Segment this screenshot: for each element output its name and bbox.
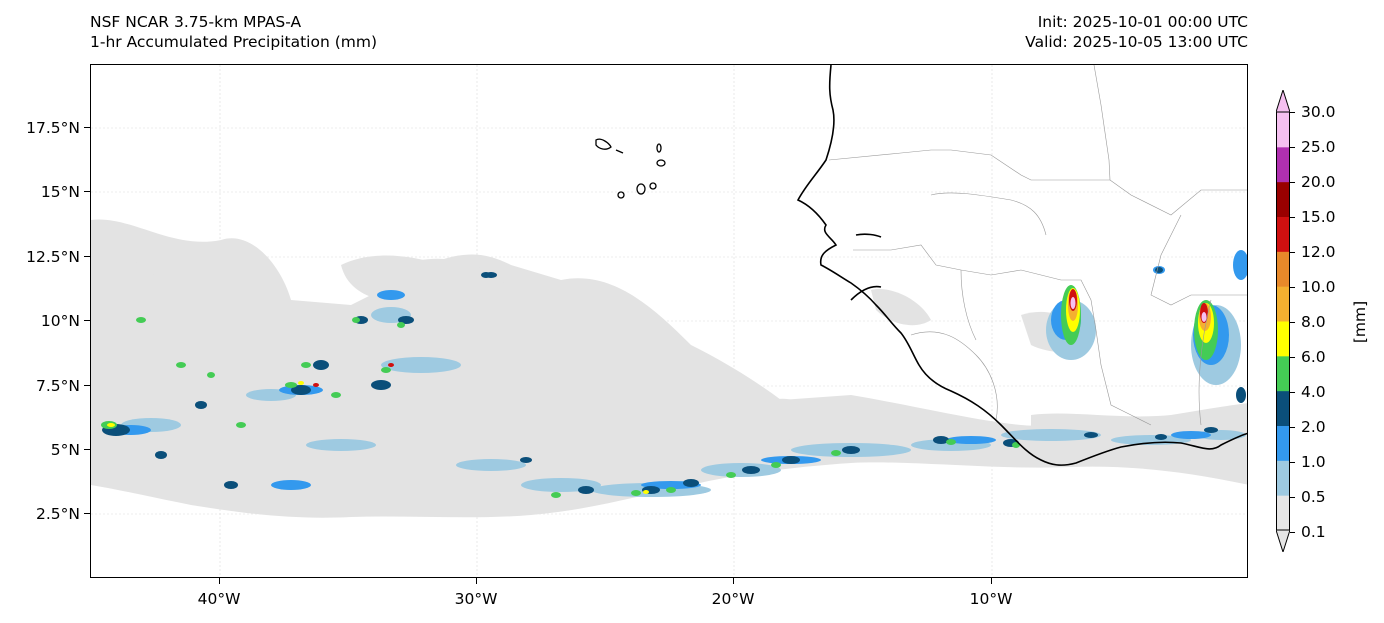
lat-tick-mark [84, 256, 90, 258]
colorbar-tick-mark [1290, 182, 1295, 184]
colorbar-level-label: 8.0 [1301, 313, 1326, 331]
colorbar-level-label: 10.0 [1301, 278, 1336, 296]
valid-time: Valid: 2025-10-05 13:00 UTC [1025, 33, 1248, 51]
colorbar-max-arrow [1276, 90, 1290, 113]
lon-tick-mark [991, 578, 993, 584]
lat-tick-mark [84, 449, 90, 451]
colorbar-units: [mm] [1351, 300, 1369, 344]
colorbar-swatch [1276, 460, 1290, 496]
lat-tick-label: 17.5°N [26, 119, 80, 137]
colorbar-level-label: 25.0 [1301, 138, 1336, 156]
colorbar-level-label: 2.0 [1301, 418, 1326, 436]
colorbar-level-label: 12.0 [1301, 243, 1336, 261]
convective-cells [101, 267, 1246, 498]
lon-tick-label: 30°W [454, 590, 498, 608]
colorbar-swatch [1276, 251, 1290, 287]
colorbar-level-label: 20.0 [1301, 173, 1336, 191]
lat-tick-mark [84, 385, 90, 387]
colorbar-min-arrow [1276, 529, 1290, 552]
colorbar [1276, 90, 1290, 552]
lat-tick-label: 7.5°N [36, 377, 80, 395]
colorbar-swatch [1276, 390, 1290, 426]
colorbar-tick-mark [1290, 392, 1295, 394]
colorbar-swatch [1276, 146, 1290, 183]
colorbar-swatch [1276, 321, 1290, 357]
colorbar-tick-mark [1290, 322, 1295, 324]
lat-tick-label: 2.5°N [36, 505, 80, 523]
colorbar-swatch [1276, 286, 1290, 322]
lon-tick-label: 40°W [197, 590, 241, 608]
lon-tick-mark [733, 578, 735, 584]
colorbar-level-label: 1.0 [1301, 453, 1326, 471]
colorbar-level-label: 0.1 [1301, 523, 1326, 541]
colorbar-tick-mark [1290, 112, 1295, 114]
light-precip-field [91, 219, 1247, 518]
time-info-block: Init: 2025-10-01 00:00 UTC Valid: 2025-1… [1025, 12, 1248, 52]
lat-tick-label: 12.5°N [26, 248, 80, 266]
colorbar-swatch [1276, 112, 1290, 148]
coastline [796, 65, 1247, 466]
colorbar-tick-mark [1290, 357, 1295, 359]
colorbar-tick-mark [1290, 462, 1295, 464]
lat-tick-mark [84, 191, 90, 193]
colorbar-tick-mark [1290, 252, 1295, 254]
colorbar-level-label: 15.0 [1301, 208, 1336, 226]
colorbar-tick-mark [1290, 532, 1295, 534]
lon-tick-label: 10°W [969, 590, 1013, 608]
country-borders [828, 65, 1247, 426]
colorbar-swatch [1276, 216, 1290, 252]
colorbar-swatch [1276, 425, 1290, 461]
colorbar-tick-mark [1290, 217, 1295, 219]
colorbar-tick-mark [1290, 147, 1295, 149]
lat-tick-label: 15°N [40, 183, 80, 201]
lon-tick-mark [476, 578, 478, 584]
lat-tick-mark [84, 127, 90, 129]
lon-tick-label: 20°W [711, 590, 755, 608]
field-title: 1-hr Accumulated Precipitation (mm) [90, 33, 377, 51]
model-title: NSF NCAR 3.75-km MPAS-A [90, 13, 302, 31]
lat-tick-label: 5°N [50, 441, 80, 459]
colorbar-swatch [1276, 181, 1290, 217]
colorbar-level-label: 30.0 [1301, 103, 1336, 121]
colorbar-tick-mark [1290, 287, 1295, 289]
colorbar-frame [1276, 111, 1290, 531]
map-title-block: NSF NCAR 3.75-km MPAS-A 1-hr Accumulated… [90, 12, 377, 52]
lon-tick-mark [219, 578, 221, 584]
colorbar-level-label: 0.5 [1301, 488, 1326, 506]
colorbar-tick-mark [1290, 497, 1295, 499]
lat-tick-mark [84, 320, 90, 322]
colorbar-tick-mark [1290, 427, 1295, 429]
colorbar-level-label: 6.0 [1301, 348, 1326, 366]
colorbar-swatch [1276, 355, 1290, 392]
lat-tick-mark [84, 513, 90, 515]
lat-tick-label: 10°N [40, 312, 80, 330]
colorbar-swatch [1276, 495, 1290, 531]
precip-map-canvas [91, 65, 1247, 577]
map-panel[interactable] [90, 64, 1248, 578]
cape-verde-islands [595, 138, 666, 199]
init-time: Init: 2025-10-01 00:00 UTC [1037, 13, 1248, 31]
colorbar-level-label: 4.0 [1301, 383, 1326, 401]
